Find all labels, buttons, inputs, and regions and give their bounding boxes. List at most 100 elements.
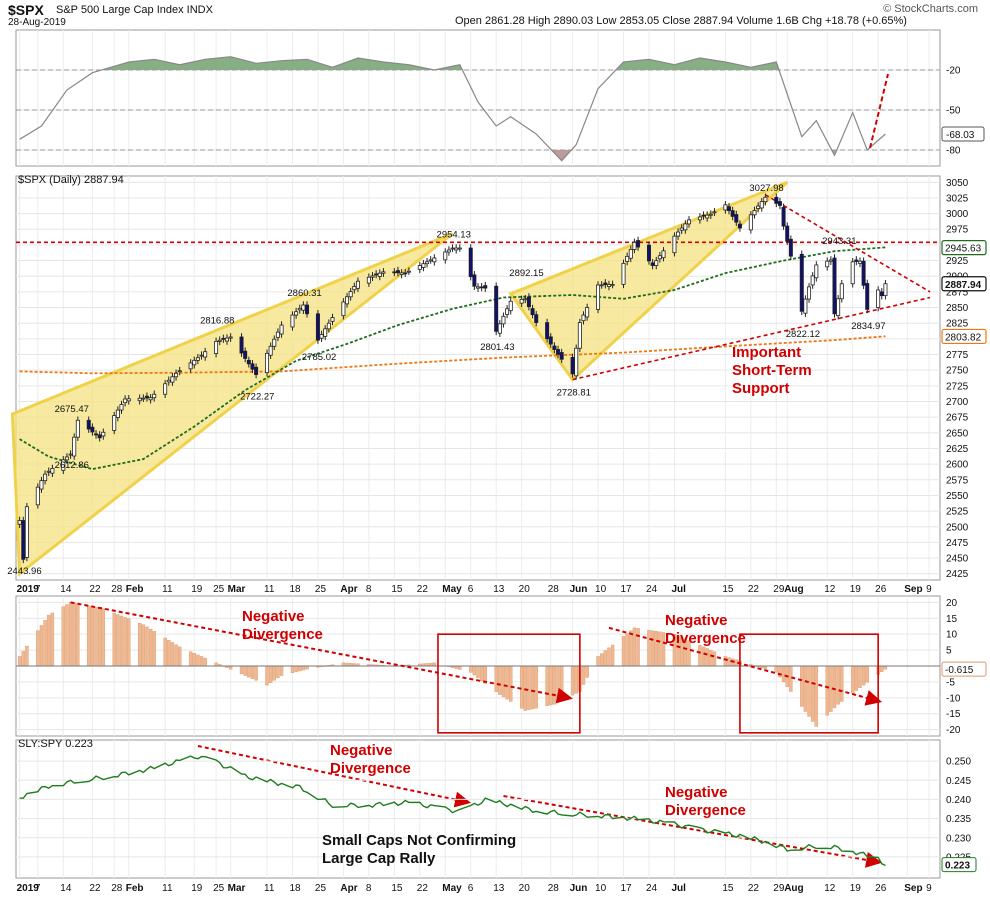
histogram-bar xyxy=(243,665,247,676)
ratio-x-tick-label: 20 xyxy=(519,883,531,894)
histogram-bar xyxy=(861,665,866,686)
candle-down xyxy=(832,257,837,315)
price-y-tick-label: 2525 xyxy=(946,507,969,518)
histogram-bar xyxy=(272,665,276,681)
histogram-bar xyxy=(534,665,538,709)
price-x-tick-label: Jun xyxy=(570,584,588,595)
candle-up xyxy=(163,383,168,395)
histogram-bar xyxy=(196,654,200,667)
candle-down xyxy=(777,201,782,206)
histogram-bar xyxy=(268,665,273,683)
ratio-x-tick-label: 28 xyxy=(548,883,560,894)
price-x-tick-label: 18 xyxy=(289,584,301,595)
price-y-tick-label: 2575 xyxy=(946,475,969,486)
histogram-bar xyxy=(247,665,251,678)
divergence-arrow-2 xyxy=(608,626,883,706)
osc-y-tick-label: -80 xyxy=(946,146,961,157)
ratio-x-tick-label: Jul xyxy=(671,883,686,894)
ratio-x-tick-label: 22 xyxy=(89,883,101,894)
hist-y-tick-label: 20 xyxy=(946,598,958,609)
candle-down xyxy=(374,273,379,276)
price-x-tick-label: 2019 xyxy=(17,584,40,595)
candle-up xyxy=(505,308,510,315)
histogram-bar xyxy=(178,646,182,667)
candle-up xyxy=(599,284,604,287)
candle-up xyxy=(425,261,430,265)
histogram-bar xyxy=(636,628,640,667)
histogram-bar xyxy=(698,645,702,667)
candle-up xyxy=(857,260,862,264)
histogram-bar xyxy=(858,665,862,689)
price-y-tick-label: 2675 xyxy=(946,413,969,424)
histogram-bar xyxy=(570,665,575,696)
price-x-tick-label: 29 xyxy=(773,584,785,595)
candle-up xyxy=(683,223,688,231)
candle-up xyxy=(123,398,128,404)
candle-up xyxy=(224,337,229,342)
histogram-bar xyxy=(36,630,40,667)
histogram-bar xyxy=(47,614,51,667)
price-x-tick-label: 12 xyxy=(824,584,836,595)
candle-up xyxy=(705,214,710,219)
candle-up xyxy=(748,214,753,231)
price-y-tick-label: 2625 xyxy=(946,444,969,455)
histogram-bar xyxy=(141,624,146,667)
ratio-x-tick-label: 15 xyxy=(391,883,403,894)
candle-up xyxy=(814,264,819,279)
candle-up xyxy=(348,291,353,298)
ratio-y-tick-label: 0.235 xyxy=(946,814,971,825)
candle-up xyxy=(301,304,306,311)
histogram-bar xyxy=(87,605,91,667)
histogram-bar xyxy=(94,607,98,667)
panel-frame-ratio xyxy=(15,739,941,879)
histogram-bar xyxy=(832,665,837,709)
ma200-line xyxy=(19,335,886,375)
panel-frame-osc xyxy=(15,29,941,167)
ratio-x-tick-label: 22 xyxy=(417,883,429,894)
ratio-y-tick-label: 0.230 xyxy=(946,833,971,844)
candle-down xyxy=(799,253,804,312)
histogram-bar xyxy=(119,615,124,667)
candle-down xyxy=(788,238,793,257)
price-label: 3027.98 xyxy=(749,183,783,194)
candle-up xyxy=(64,456,69,461)
candle-up xyxy=(366,276,371,284)
candle-down xyxy=(737,223,742,229)
brand-logo: © StockCharts.com xyxy=(883,3,978,15)
candle-up xyxy=(126,398,131,402)
candle-up xyxy=(275,331,280,338)
histogram-bar xyxy=(469,665,473,673)
histogram-bar xyxy=(840,665,844,702)
candle-up xyxy=(188,362,193,370)
candle-up xyxy=(279,324,284,335)
histogram-bar xyxy=(101,608,106,667)
histogram-bar xyxy=(458,665,462,670)
candle-up xyxy=(850,261,855,285)
histogram-bar xyxy=(850,665,855,694)
ratio-x-tick-label: Sep xyxy=(904,883,922,894)
candle-up xyxy=(35,486,40,506)
histogram-bar xyxy=(39,625,44,667)
candle-up xyxy=(421,263,426,268)
price-y-tick-label: 2550 xyxy=(946,491,969,502)
histogram-bar xyxy=(167,640,171,667)
osc-up-arrow xyxy=(869,73,889,149)
candle-up xyxy=(24,506,29,558)
histogram-bar xyxy=(112,612,116,667)
candle-up xyxy=(606,284,611,287)
price-label: 2892.15 xyxy=(509,268,543,279)
histogram-bar xyxy=(163,637,167,667)
price-y-tick-label: 2725 xyxy=(946,381,969,392)
candle-up xyxy=(268,345,273,356)
histogram-bar xyxy=(116,614,120,667)
histogram-bar xyxy=(68,602,73,667)
candle-down xyxy=(144,395,149,399)
candle-up xyxy=(883,283,888,297)
candle-up xyxy=(610,283,615,286)
ratio-x-tick-label: 18 xyxy=(289,883,301,894)
annotation-negative-divergence-2: Negative Divergence xyxy=(665,612,746,647)
candle-up xyxy=(381,271,386,274)
candle-up xyxy=(686,219,691,225)
ratio-x-tick-label: 9 xyxy=(926,883,932,894)
candle-up xyxy=(272,338,277,347)
